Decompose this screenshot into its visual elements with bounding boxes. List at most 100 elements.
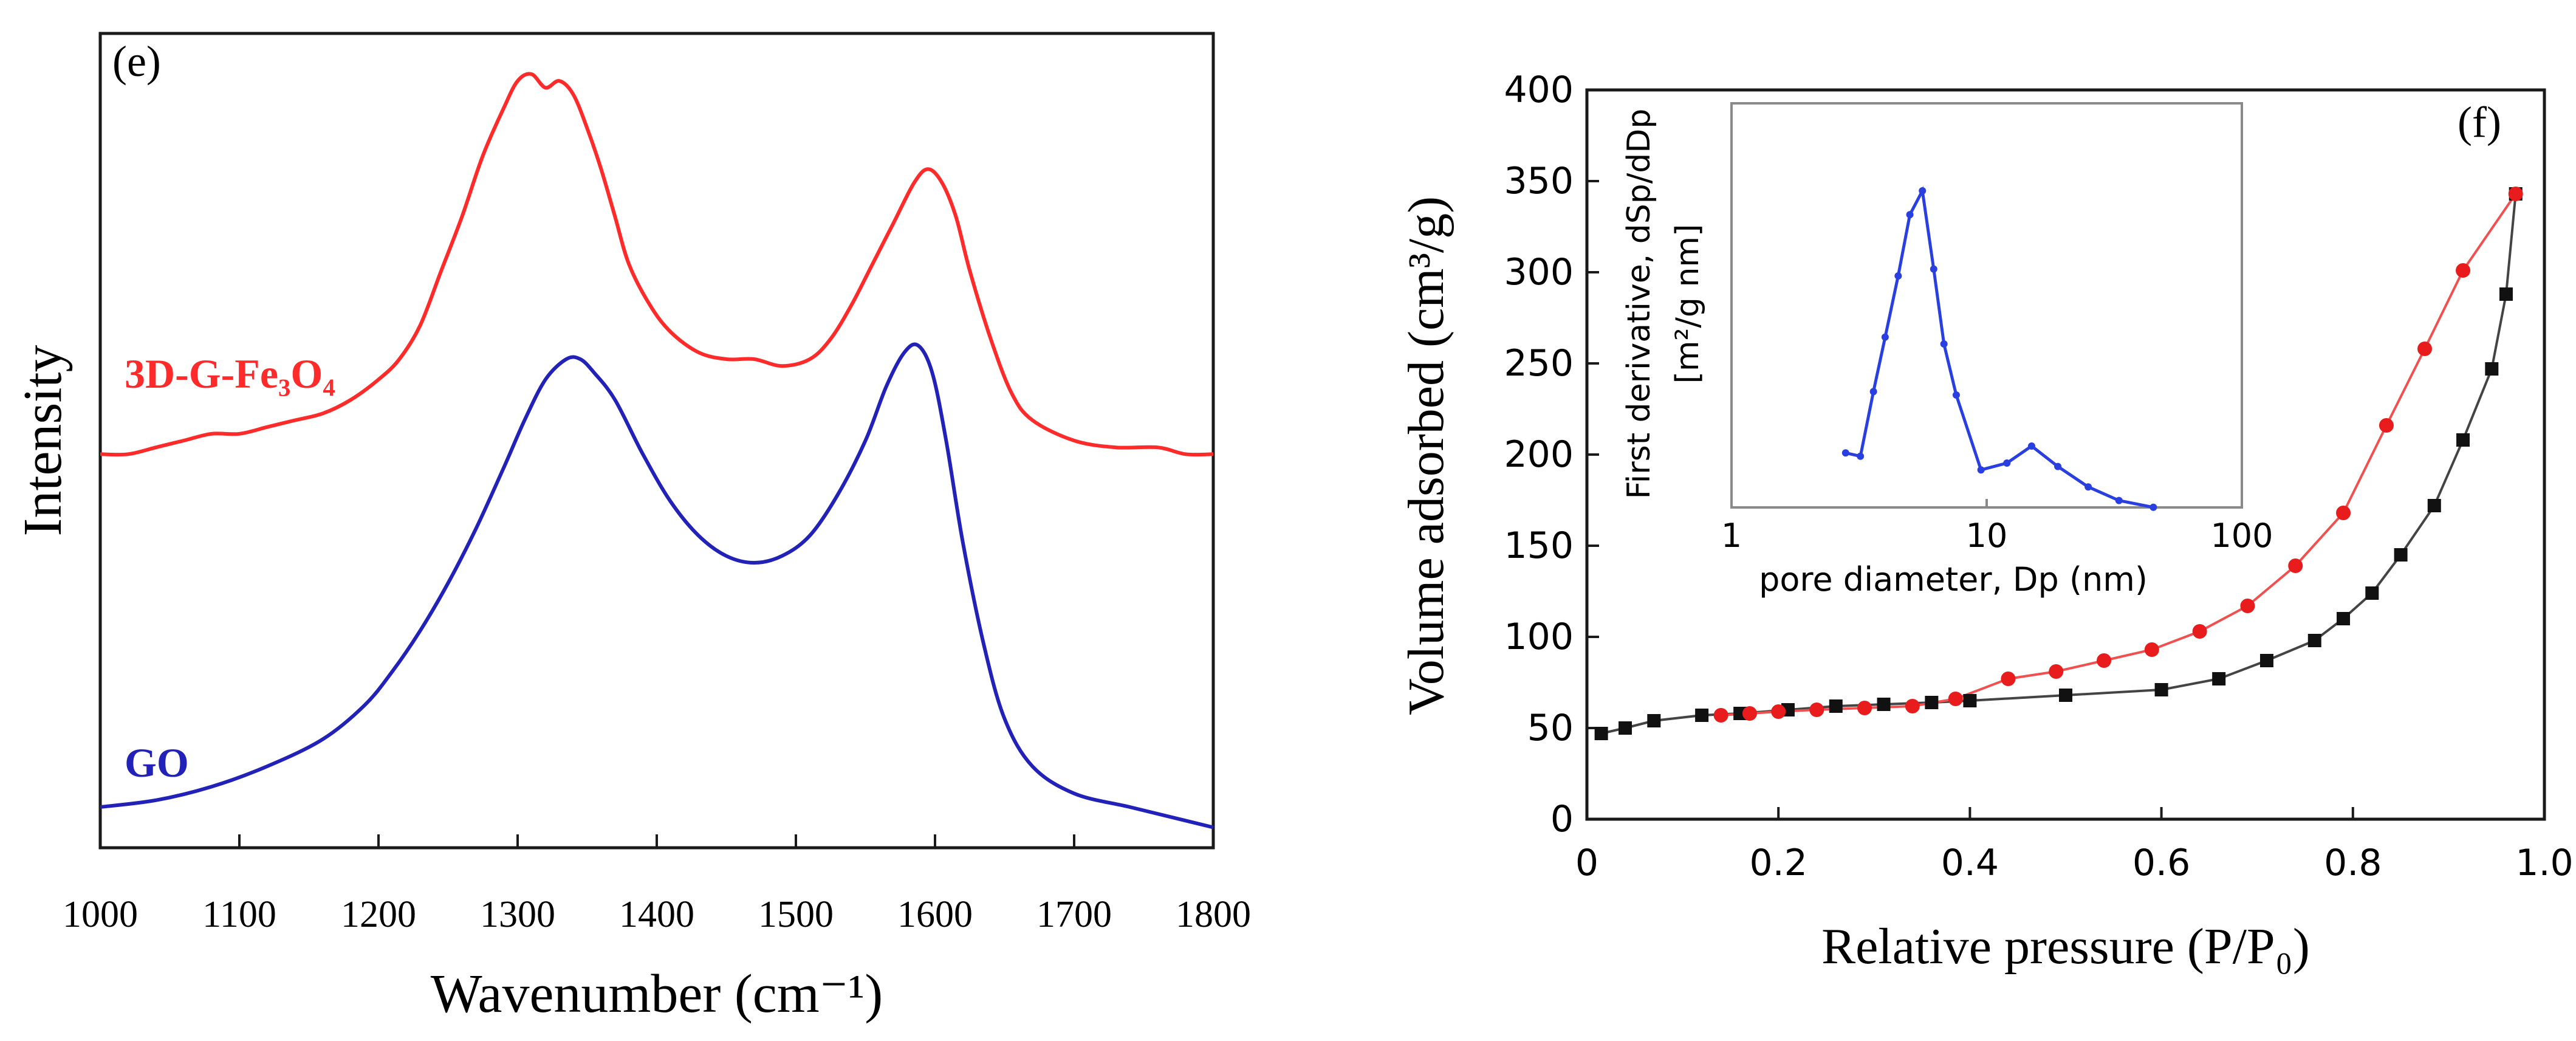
- inset-data-point: [2054, 462, 2062, 470]
- raman-x-tick-label: 1600: [897, 894, 973, 935]
- inset-x-axis-label: pore diameter, Dp (nm): [1759, 560, 2148, 599]
- isotherm-y-tick-label: 0: [1550, 798, 1574, 840]
- raman-panel: (e) 1000 1100 1200 1300 1400 1500 1600 1700 1800…: [13, 32, 1251, 1024]
- data-point-adsorption: [2427, 499, 2441, 512]
- inset-data-point: [1841, 449, 1849, 457]
- data-point-adsorption: [2259, 654, 2273, 667]
- data-point-adsorption: [1877, 698, 1891, 711]
- data-point-desorption: [2001, 672, 2016, 686]
- isotherm-y-tick-label: 50: [1527, 707, 1574, 749]
- inset-data-point: [1977, 466, 1985, 474]
- raman-x-tick-label: 1200: [341, 894, 416, 935]
- panel-label-e: (e): [112, 37, 161, 86]
- data-point-desorption: [1905, 699, 1920, 713]
- data-point-desorption: [2240, 599, 2255, 613]
- inset-data-point: [2027, 442, 2035, 450]
- inset-data-point: [1881, 333, 1889, 341]
- raman-x-tick-label: 1100: [202, 894, 276, 935]
- raman-x-tick-label: 1400: [619, 894, 694, 935]
- data-point-desorption: [2049, 664, 2064, 679]
- series-line-3d-g-fe3o4: [100, 72, 1214, 457]
- data-point-adsorption: [1695, 709, 1709, 722]
- data-point-desorption: [1713, 708, 1728, 723]
- inset-x-tick-label: 100: [2210, 517, 2273, 555]
- inset-data-point: [1894, 272, 1902, 280]
- isotherm-x-ticks: 0 0.2 0.4 0.6 0.8 1.0: [1575, 807, 2574, 884]
- data-point-desorption: [1948, 692, 1963, 706]
- inset-frame: [1730, 102, 2243, 509]
- data-point-adsorption: [2485, 362, 2499, 376]
- inset-data-point: [1869, 388, 1877, 396]
- raman-x-tick-label: 1700: [1036, 894, 1112, 935]
- series-line-go: [100, 342, 1214, 830]
- legend-label-go: GO: [125, 740, 189, 786]
- data-point-adsorption: [1829, 699, 1843, 713]
- data-point-desorption: [1857, 701, 1872, 715]
- inset-x-tick-label: 1: [1721, 517, 1742, 555]
- data-point-adsorption: [2394, 548, 2408, 562]
- inset-data-point: [1919, 187, 1927, 194]
- isotherm-x-axis-label: Relative pressure (P/P₀): [1821, 918, 2310, 975]
- inset-data-point: [1906, 211, 1914, 219]
- isotherm-x-tick-label: 0.4: [1941, 842, 1999, 884]
- data-point-adsorption: [2059, 689, 2072, 702]
- data-point-adsorption: [2365, 586, 2379, 600]
- data-point-adsorption: [2499, 287, 2513, 301]
- raman-plot-frame: [98, 32, 1215, 850]
- raman-x-ticks: 1000 1100 1200 1300 1400 1500 1600 1700 1800: [63, 834, 1251, 935]
- raman-x-tick-label: 1800: [1176, 894, 1251, 935]
- data-point-adsorption: [2337, 612, 2351, 625]
- data-point-desorption: [2144, 642, 2159, 657]
- data-point-desorption: [2336, 506, 2351, 520]
- inset-series-points: [1841, 187, 2157, 511]
- inset-data-point: [1930, 265, 1937, 273]
- inset-data-point: [2150, 503, 2157, 511]
- inset-data-point: [1940, 340, 1948, 348]
- data-point-desorption: [1809, 703, 1824, 717]
- data-point-desorption: [2192, 624, 2207, 639]
- isotherm-y-tick-label: 400: [1504, 69, 1574, 111]
- data-point-adsorption: [2456, 433, 2470, 447]
- inset-data-point: [1952, 391, 1960, 399]
- data-point-adsorption: [1647, 714, 1661, 727]
- raman-x-tick-label: 1300: [480, 894, 555, 935]
- isotherm-y-ticks: 0 50 100 150 200 250 300 350 400: [1504, 69, 1599, 840]
- isotherm-x-tick-label: 1.0: [2515, 842, 2573, 884]
- data-point-adsorption: [1925, 696, 1939, 709]
- data-point-desorption: [2097, 653, 2112, 668]
- data-point-desorption: [2417, 342, 2432, 356]
- isotherm-y-tick-label: 200: [1504, 433, 1574, 476]
- data-point-adsorption: [1963, 694, 1977, 707]
- inset-y-axis-label-line2: [m²/g nm]: [1670, 224, 1706, 384]
- pore-size-inset: 1 10 100 pore diameter, Dp (nm) First deri…: [1621, 102, 2273, 599]
- panel-label-f: (f): [2458, 98, 2501, 146]
- isotherm-y-tick-label: 150: [1504, 524, 1574, 567]
- isotherm-x-tick-label: 0.8: [2324, 842, 2382, 884]
- isotherm-y-tick-label: 300: [1504, 251, 1574, 294]
- isotherm-y-tick-label: 250: [1504, 342, 1574, 385]
- raman-x-tick-label: 1000: [63, 894, 138, 935]
- isotherm-y-axis-label: Volume adsorbed (cm³/g): [1398, 196, 1454, 715]
- data-point-adsorption: [2154, 683, 2168, 696]
- data-point-adsorption: [1594, 727, 1608, 740]
- inset-data-point: [2084, 483, 2092, 491]
- raman-x-tick-label: 1500: [758, 894, 834, 935]
- data-point-adsorption: [2212, 672, 2226, 685]
- isotherm-x-tick-label: 0.6: [2132, 842, 2190, 884]
- data-point-desorption: [2379, 418, 2394, 433]
- isotherm-y-tick-label: 100: [1504, 616, 1574, 658]
- data-point-adsorption: [2307, 634, 2321, 647]
- isotherm-y-tick-label: 350: [1504, 160, 1574, 202]
- data-point-desorption: [2456, 263, 2471, 278]
- isotherm-panel: (f) 0 50 100 150 200 250 300 350 400 0 0.2 0.4 0.6 0…: [1398, 69, 2574, 975]
- isotherm-x-tick-label: 0.2: [1749, 842, 1807, 884]
- inset-data-point: [2003, 459, 2011, 467]
- raman-y-axis-label: Intensity: [13, 345, 73, 537]
- legend-label-3d-g-fe3o4: 3D-G-Fe₃O₄: [125, 351, 335, 397]
- inset-y-axis-label-line1: First derivative, dSp/dDp: [1621, 109, 1657, 500]
- series-points-desorption: [1713, 187, 2523, 723]
- data-point-adsorption: [1619, 721, 1632, 735]
- data-point-desorption: [1742, 706, 1757, 721]
- data-point-desorption: [2508, 187, 2523, 201]
